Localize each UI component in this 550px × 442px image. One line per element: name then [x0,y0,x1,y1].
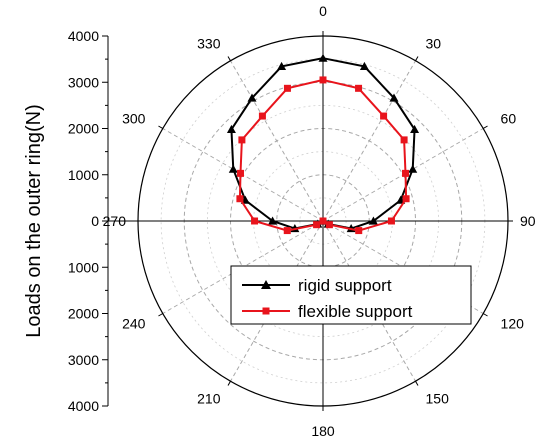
angle-tick-label: 300 [122,111,146,127]
legend-marker [262,307,270,315]
angle-tick-mark [158,313,164,317]
data-point [283,227,291,235]
y-axis-label: Loads on the outer ring(N) [23,104,45,337]
data-point [402,169,410,177]
radial-axis: 0 1000 2000 3000 4000 1000 2000 3000 4000 [68,28,138,414]
data-point [251,217,259,225]
data-point [389,93,399,102]
angle-tick-mark [415,380,419,386]
data-point [319,76,327,84]
data-point [226,124,236,134]
radial-tick-label: 2000 [68,121,99,137]
angle-tick-mark [227,56,231,62]
radial-tick-label: 2000 [68,306,99,322]
angle-tick-label: 60 [501,111,517,127]
data-point [400,136,408,144]
angle-tick-label: 90 [520,213,536,229]
data-point [283,84,291,92]
data-point [258,112,266,120]
angle-tick-label: 270 [103,213,127,229]
grid-spoke [322,60,416,222]
angle-tick-label: 0 [319,3,327,19]
data-point [236,195,244,203]
angle-tick-mark [227,380,231,386]
data-point [387,217,395,225]
angle-tick-labels: 0 30 60 90 120 150 180 210 240 270 300 330 [103,3,536,439]
angle-tick-label: 120 [501,316,525,332]
data-series [226,53,420,235]
data-point [359,61,369,71]
data-point [325,221,333,229]
radial-tick-label: 3000 [68,352,99,368]
data-point [318,53,328,62]
angle-tick-label: 330 [197,35,221,51]
radial-tick-label: 4000 [68,28,99,44]
grid-spoke [230,60,324,222]
radial-tick-label: 4000 [68,398,99,414]
data-point [408,164,418,173]
radial-tick-label: 0 [91,213,99,229]
angle-tick-label: 150 [426,391,450,407]
data-point [319,217,327,225]
radial-tick-label: 3000 [68,74,99,90]
data-point [410,124,420,134]
angle-tick-label: 30 [426,35,442,51]
data-point [247,93,257,102]
legend-marker [261,280,271,289]
data-point [355,227,363,235]
data-point [402,195,410,203]
angle-tick-label: 240 [122,316,146,332]
data-point [368,216,378,225]
radial-tick-label: 1000 [68,259,99,275]
legend-label: rigid support [298,276,392,295]
data-point [236,169,244,177]
angle-tick-label: 210 [197,391,221,407]
legend: rigid support flexible support [230,265,472,325]
angle-tick-label: 180 [311,423,335,439]
data-point [238,136,246,144]
data-point [355,84,363,92]
angle-tick-mark [482,125,488,129]
data-point [268,216,278,225]
legend-box [230,265,472,325]
angle-tick-mark [415,56,419,62]
angle-tick-mark [158,125,164,129]
series-group [236,76,410,235]
radial-tick-label: 1000 [68,167,99,183]
legend-label: flexible support [298,302,413,321]
data-point [380,112,388,120]
data-point [228,164,238,173]
data-point [313,221,321,229]
data-point [277,61,287,71]
angle-tick-mark [482,313,488,317]
